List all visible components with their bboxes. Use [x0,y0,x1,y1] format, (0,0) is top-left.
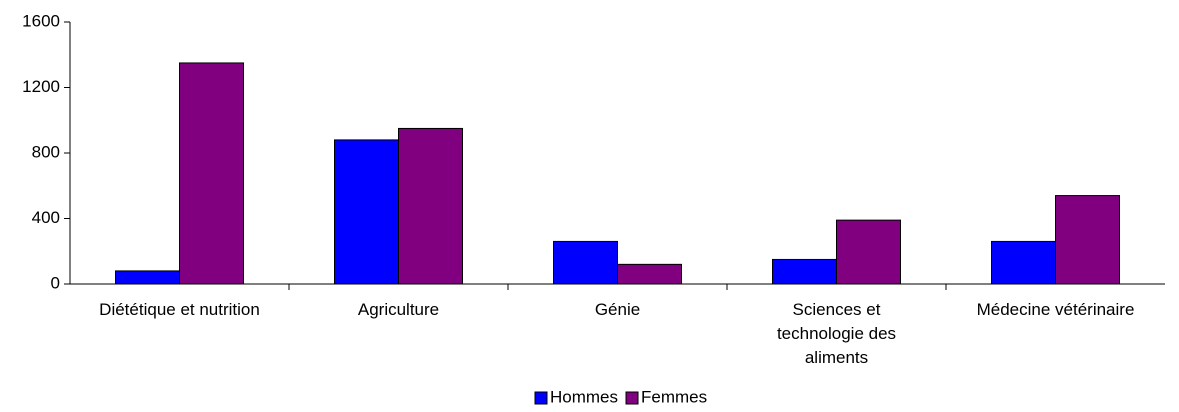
legend-swatch [534,391,548,405]
bar [617,263,682,285]
x-label-box: Diététique et nutrition [99,300,260,319]
bar [836,219,901,285]
y-tick-label: 1200 [22,77,60,96]
bar [179,62,244,285]
bar [334,139,399,285]
y-tick-label: 1600 [22,11,60,30]
x-tick-label: Médecine vétérinaire [976,300,1135,319]
x-label-box: Sciences et technologie des aliments [776,300,897,367]
bar [1055,195,1120,285]
bar [772,258,837,285]
bar [115,270,180,285]
x-label-box: Médecine vétérinaire [976,300,1135,319]
bar [398,127,463,285]
y-tick-label: 800 [32,142,60,161]
legend-label: Femmes [641,387,707,406]
bar [991,240,1056,285]
legend-swatch [625,391,639,405]
x-tick-label: Diététique et nutrition [99,300,260,319]
y-tick-label: 0 [51,273,60,292]
x-tick-label: Sciences et technologie des aliments [776,300,897,367]
bar [553,240,618,285]
x-tick-label: Génie [594,300,641,319]
y-tick-label: 400 [32,208,60,227]
x-tick-label: Agriculture [357,300,440,319]
x-label-box: Agriculture [357,300,440,319]
legend-label: Hommes [550,387,618,406]
x-label-box: Génie [594,300,641,319]
